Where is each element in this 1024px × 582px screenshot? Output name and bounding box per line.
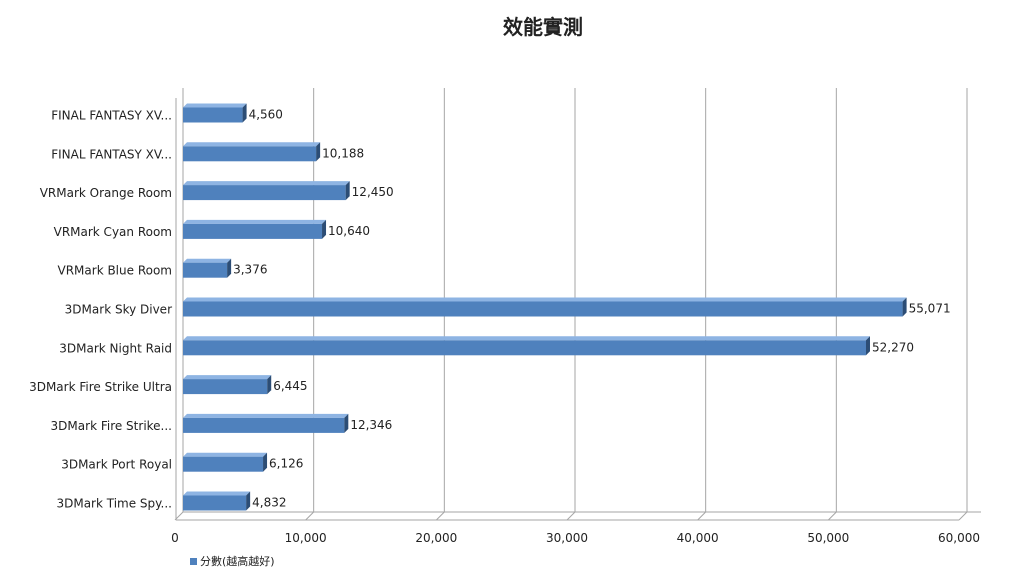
data-label: 12,450 bbox=[352, 185, 394, 199]
bar-front-face bbox=[183, 262, 228, 278]
category-label: 3DMark Port Royal bbox=[61, 458, 172, 472]
data-labels: 4,560 10,188 12,450 10,640 3,376 55,071 52,270… bbox=[233, 108, 950, 510]
gridline-floor bbox=[827, 511, 837, 521]
bar-side-face bbox=[322, 219, 327, 239]
bar-top-face bbox=[183, 336, 870, 341]
bar bbox=[183, 491, 251, 511]
bar-top-face bbox=[183, 452, 268, 457]
category-label: VRMark Orange Room bbox=[40, 186, 172, 200]
bar bbox=[183, 258, 232, 278]
bar bbox=[183, 413, 349, 433]
bar-front-face bbox=[183, 223, 323, 239]
bar bbox=[183, 142, 321, 162]
bar bbox=[183, 103, 247, 123]
bar bbox=[183, 219, 327, 239]
bar-top-face bbox=[183, 181, 350, 186]
bar-side-face bbox=[344, 413, 349, 433]
category-label: 3DMark Time Spy... bbox=[56, 497, 172, 511]
bar-side-face bbox=[242, 103, 247, 123]
bar-front-face bbox=[183, 379, 268, 395]
data-label: 4,560 bbox=[249, 108, 283, 122]
x-tick-labels: 0 10,000 20,000 30,000 40,000 50,000 60,000 bbox=[171, 531, 980, 545]
x-tick-label: 50,000 bbox=[807, 531, 849, 545]
bar-top-face bbox=[183, 413, 349, 418]
bar-side-face bbox=[267, 375, 272, 395]
x-tick-label: 10,000 bbox=[285, 531, 327, 545]
bar-front-face bbox=[183, 495, 247, 511]
legend-label: 分數(越高越好) bbox=[200, 554, 275, 568]
bar-side-face bbox=[345, 181, 350, 201]
bar-top-face bbox=[183, 297, 907, 302]
data-label: 6,445 bbox=[273, 379, 307, 393]
bar-side-face bbox=[263, 452, 268, 472]
data-label: 4,832 bbox=[252, 496, 286, 510]
x-tick-label: 20,000 bbox=[415, 531, 457, 545]
bar-front-face bbox=[183, 417, 345, 433]
data-label: 12,346 bbox=[350, 418, 392, 432]
category-label: FINAL FANTASY XV... bbox=[51, 147, 172, 161]
bar-side-face bbox=[865, 336, 870, 356]
bar-top-face bbox=[183, 375, 272, 380]
category-label: FINAL FANTASY XV... bbox=[51, 109, 172, 123]
bar-top-face bbox=[183, 142, 321, 147]
data-label: 6,126 bbox=[269, 457, 303, 471]
bar-side-face bbox=[316, 142, 321, 162]
data-label: 10,188 bbox=[322, 146, 364, 160]
data-label: 3,376 bbox=[233, 263, 267, 277]
category-label: 3DMark Night Raid bbox=[59, 341, 172, 355]
category-label: 3DMark Fire Strike Ultra bbox=[29, 380, 172, 394]
gridline-floor bbox=[174, 511, 184, 521]
bar-top-face bbox=[183, 219, 327, 224]
bar-front-face bbox=[183, 456, 264, 472]
bar-side-face bbox=[246, 491, 251, 511]
bar-front-face bbox=[183, 146, 317, 162]
gridline-floor bbox=[305, 511, 315, 521]
bar bbox=[183, 297, 907, 317]
bar-front-face bbox=[183, 340, 866, 356]
x-tick-label: 40,000 bbox=[677, 531, 719, 545]
category-label: VRMark Cyan Room bbox=[54, 225, 172, 239]
bars bbox=[183, 103, 907, 511]
data-label: 52,270 bbox=[872, 340, 914, 354]
x-tick-label: 0 bbox=[171, 531, 179, 545]
bar-top-face bbox=[183, 103, 247, 108]
bar-front-face bbox=[183, 185, 346, 201]
category-labels: FINAL FANTASY XV... FINAL FANTASY XV... VR… bbox=[29, 109, 172, 511]
bar-top-face bbox=[183, 258, 232, 263]
bar-side-face bbox=[227, 258, 232, 278]
chart-title: 效能實測 bbox=[503, 15, 583, 39]
bar bbox=[183, 452, 268, 472]
legend: 分數(越高越好) bbox=[190, 554, 275, 568]
gridline-floor bbox=[697, 511, 707, 521]
category-label: 3DMark Fire Strike... bbox=[51, 419, 172, 433]
bar-front-face bbox=[183, 107, 243, 123]
bar bbox=[183, 375, 272, 395]
bar-front-face bbox=[183, 301, 903, 317]
category-label: 3DMark Sky Diver bbox=[65, 303, 172, 317]
gridline-floor bbox=[435, 511, 445, 521]
gridline-floor bbox=[566, 511, 576, 521]
gridline-floor bbox=[958, 511, 968, 521]
x-tick-label: 30,000 bbox=[546, 531, 588, 545]
bar bbox=[183, 336, 870, 356]
bar bbox=[183, 181, 350, 201]
data-label: 10,640 bbox=[328, 224, 370, 238]
legend-swatch bbox=[190, 558, 197, 565]
bar-side-face bbox=[902, 297, 907, 317]
x-tick-label: 60,000 bbox=[938, 531, 980, 545]
category-label: VRMark Blue Room bbox=[58, 264, 173, 278]
data-label: 55,071 bbox=[909, 302, 951, 316]
bar-top-face bbox=[183, 491, 251, 496]
